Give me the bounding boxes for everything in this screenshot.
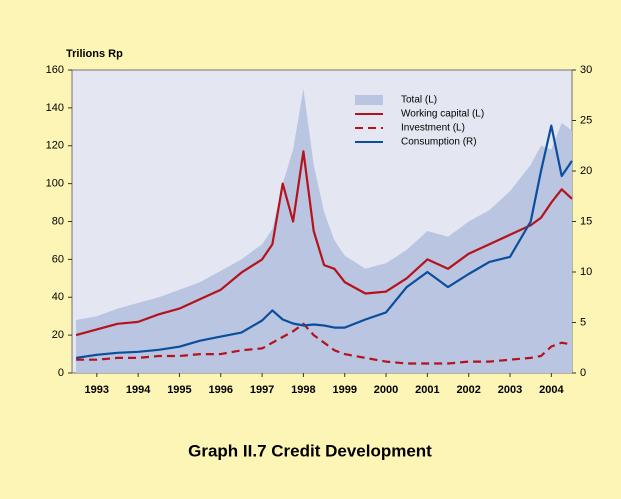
legend-label: Consumption (R) <box>401 137 477 148</box>
y-tick-label: 100 <box>46 178 64 190</box>
y2-tick-label: 5 <box>580 316 586 328</box>
y-axis-label: Trilions Rp <box>66 48 123 60</box>
legend-swatch <box>355 95 383 105</box>
x-tick-label: 1994 <box>126 384 151 396</box>
y-tick-label: 0 <box>58 367 64 379</box>
x-tick-label: 2000 <box>374 384 398 396</box>
x-tick-label: 1996 <box>209 384 233 396</box>
series-layer <box>75 88 573 374</box>
x-tick-label: 2002 <box>456 384 480 396</box>
y2-tick-label: 0 <box>580 367 586 379</box>
y-tick-label: 40 <box>52 291 64 303</box>
y2-tick-label: 10 <box>580 266 592 278</box>
x-tick-label: 2001 <box>415 384 439 396</box>
x-tick-label: 1993 <box>85 384 109 396</box>
x-tick-label: 2004 <box>539 384 564 396</box>
legend-label: Total (L) <box>401 95 437 106</box>
line <box>75 150 573 337</box>
y-tick-label: 140 <box>46 102 64 114</box>
x-tick-label: 1997 <box>250 384 274 396</box>
y-tick-label: 160 <box>46 64 64 76</box>
y-tick-label: 20 <box>52 329 64 341</box>
line <box>75 124 573 359</box>
y2-tick-label: 20 <box>580 165 592 177</box>
y2-tick-label: 25 <box>580 114 592 126</box>
line <box>76 322 573 365</box>
area <box>76 88 572 374</box>
y-tick-label: 60 <box>52 253 64 265</box>
y-tick-label: 120 <box>46 140 64 152</box>
y2-tick-label: 30 <box>580 64 592 76</box>
x-tick-label: 1995 <box>167 384 191 396</box>
y2-tick-label: 15 <box>580 215 592 227</box>
legend-label: Investment (L) <box>401 123 465 134</box>
chart-title: Graph II.7 Credit Development <box>188 441 432 460</box>
y-tick-label: 80 <box>52 215 64 227</box>
legend-label: Working capital (L) <box>401 109 484 120</box>
x-tick-label: 1998 <box>291 384 315 396</box>
x-tick-label: 1999 <box>332 384 356 396</box>
x-tick-label: 2003 <box>498 384 522 396</box>
